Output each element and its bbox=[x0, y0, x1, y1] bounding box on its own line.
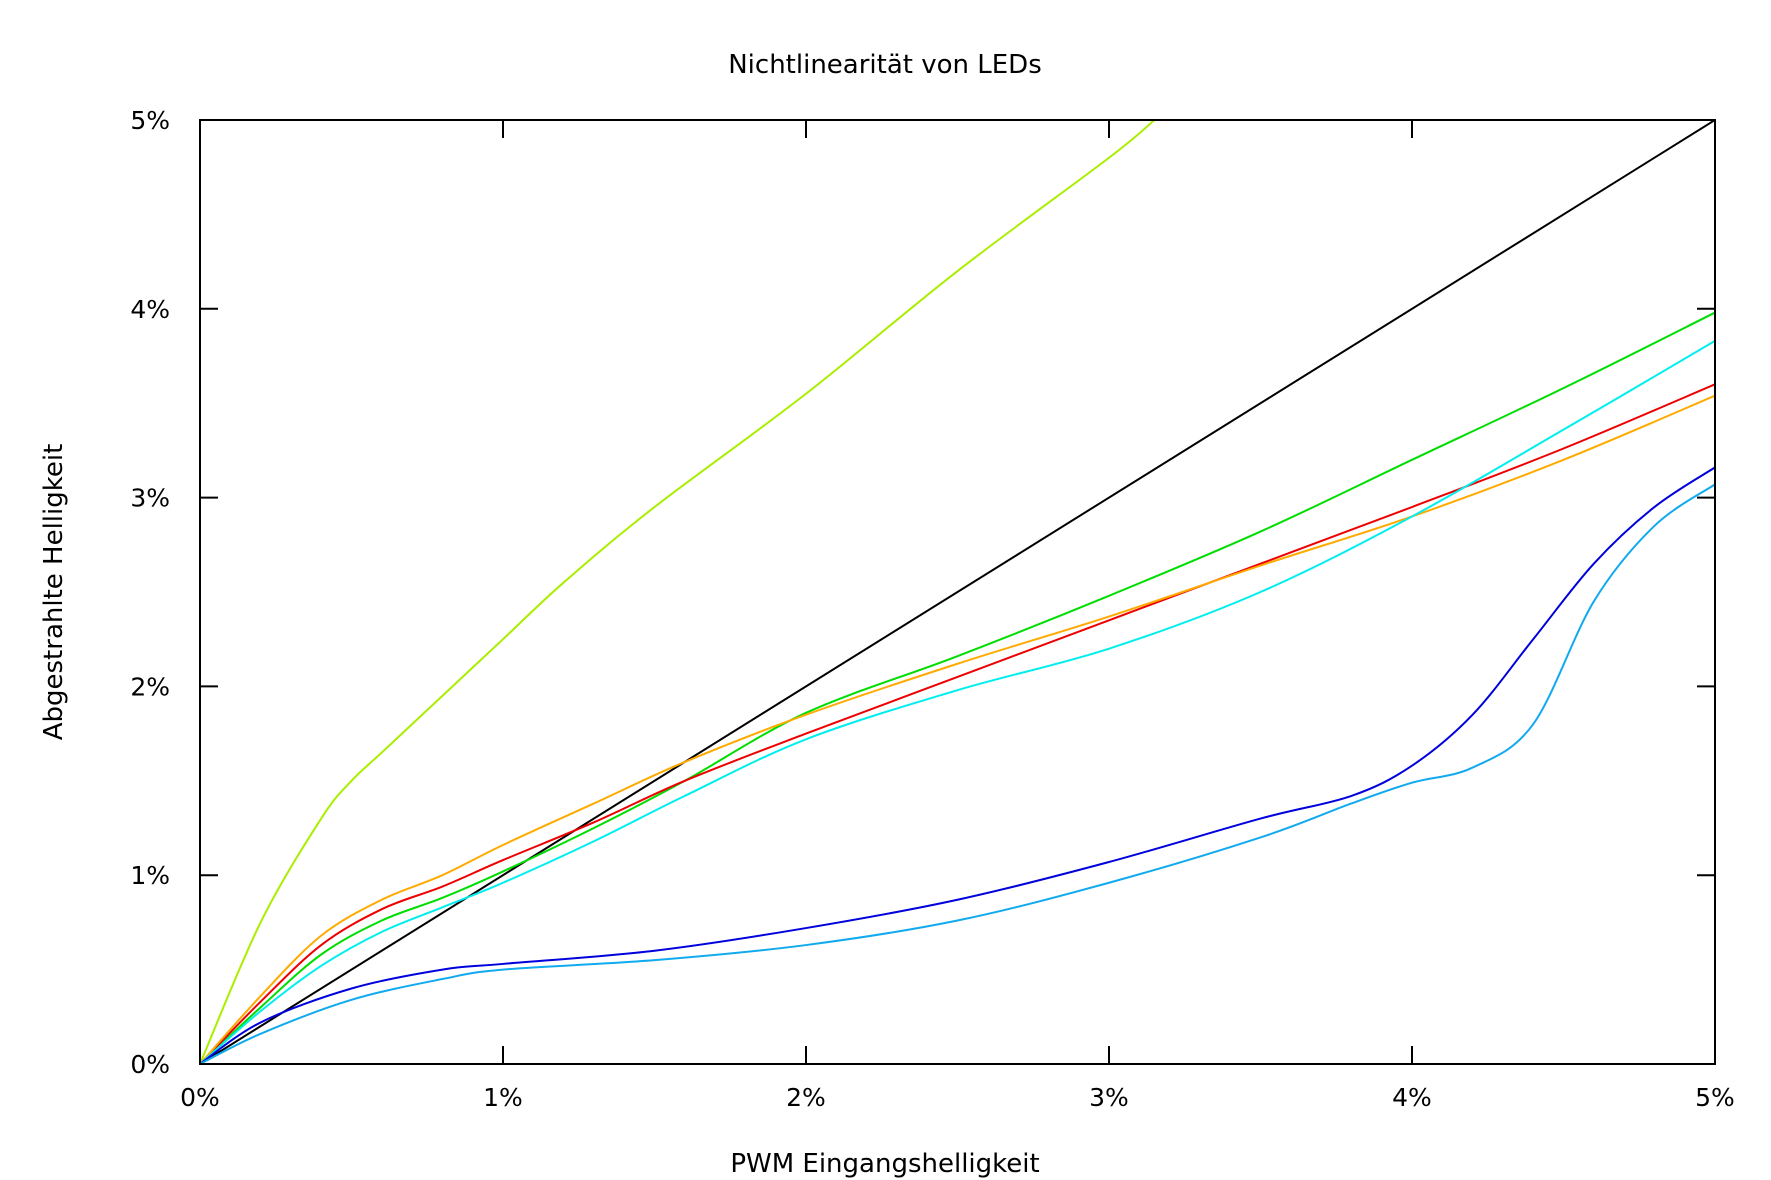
x-tick-label: 3% bbox=[1089, 1083, 1129, 1112]
chart-title: Nichtlinearität von LEDs bbox=[728, 50, 1042, 80]
y-tick-label: 4% bbox=[130, 295, 170, 324]
series-line-3 bbox=[200, 383, 1715, 1064]
tick-layer: 0% 1% 2% 3% 4% 5% 0% 1% 2% 3% 4% 5% bbox=[130, 106, 1735, 1112]
series-line-6 bbox=[200, 466, 1715, 1064]
series-line-0 bbox=[200, 120, 1715, 1064]
y-tick-label: 5% bbox=[130, 106, 170, 135]
y-axis-label: Abgestrahlte Helligkeit bbox=[39, 444, 69, 741]
y-tick-label: 0% bbox=[130, 1050, 170, 1079]
x-tick-label: 2% bbox=[786, 1083, 826, 1112]
x-axis-label: PWM Eingangshelligkeit bbox=[730, 1149, 1039, 1179]
x-tick-label: 5% bbox=[1695, 1083, 1735, 1112]
x-tick-label: 4% bbox=[1392, 1083, 1432, 1112]
y-tick-label: 3% bbox=[130, 484, 170, 513]
plot-frame bbox=[199, 119, 1716, 1065]
series-line-7 bbox=[200, 483, 1715, 1064]
series-line-1 bbox=[200, 120, 1156, 1064]
series-layer bbox=[200, 120, 1715, 1064]
y-tick-label: 1% bbox=[130, 861, 170, 890]
series-line-5 bbox=[200, 340, 1715, 1064]
x-tick-label: 0% bbox=[180, 1083, 220, 1112]
y-tick-label: 2% bbox=[130, 672, 170, 701]
series-line-2 bbox=[200, 311, 1715, 1064]
x-tick-label: 1% bbox=[483, 1083, 523, 1112]
series-line-4 bbox=[200, 394, 1715, 1064]
